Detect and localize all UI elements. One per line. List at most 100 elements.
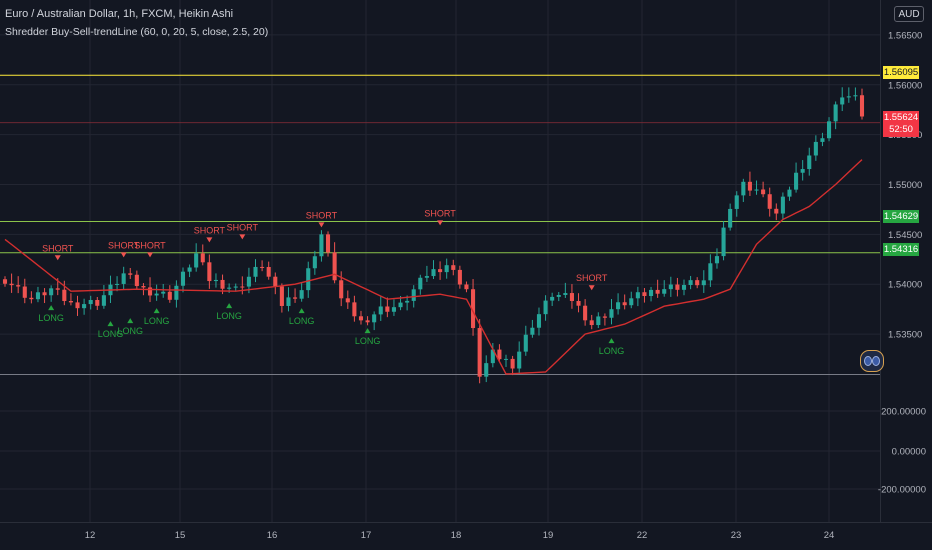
time-axis[interactable]: 12 15 16 17 18 19 22 23 24 [85, 530, 835, 541]
candle-body [312, 256, 317, 269]
candle-body [246, 276, 251, 287]
candle-body [207, 262, 212, 282]
time-tick-label: 23 [731, 530, 742, 541]
candle-body [484, 363, 489, 377]
candle-body [286, 297, 291, 306]
candle-body [227, 287, 232, 289]
candle-body [147, 287, 153, 296]
short-label: SHORT [134, 240, 166, 250]
time-tick-label: 22 [637, 530, 648, 541]
candle-body [438, 269, 443, 273]
candle-body [616, 302, 621, 310]
long-arrow [127, 318, 134, 324]
candle-body [444, 265, 449, 273]
candle-body [2, 279, 8, 284]
candle-body [418, 277, 423, 290]
short-arrow [239, 234, 246, 240]
candle-body [299, 290, 304, 299]
candle-body [325, 234, 331, 253]
candle-body [451, 265, 456, 270]
binoculars-icon[interactable] [860, 350, 884, 372]
candle-body [576, 300, 581, 306]
candle-body [807, 155, 812, 170]
candle-body [457, 269, 462, 285]
candle-body [154, 293, 159, 296]
grid-lines [0, 0, 932, 523]
candle-body [853, 95, 858, 97]
symbol-title[interactable]: Euro / Australian Dollar, 1h, FXCM, Heik… [5, 8, 234, 20]
candle-body [833, 104, 838, 122]
long-arrow [48, 305, 55, 311]
candle-body [306, 268, 311, 291]
candle-body [82, 304, 87, 309]
oscillator-axis: 200.00000 0.00000 -200.00000 [878, 407, 926, 496]
candle-body [681, 284, 687, 290]
candle-body [635, 292, 640, 299]
currency-button[interactable]: AUD [894, 6, 924, 22]
candle-body [523, 334, 528, 352]
candle-body [62, 289, 67, 301]
candle-body [365, 320, 370, 323]
candle-body [273, 276, 278, 287]
candle-body [695, 280, 700, 286]
candle-body [563, 293, 568, 295]
candle-body [431, 269, 436, 277]
candle-body [774, 208, 779, 214]
candle-body [121, 273, 126, 284]
price-tag-green-2: 1.54316 [883, 243, 919, 256]
candle-body [688, 280, 693, 285]
candle-body [16, 285, 21, 287]
candle-body [556, 294, 561, 297]
candle-body [352, 302, 357, 317]
short-arrow [437, 220, 444, 226]
candle-body [332, 252, 337, 281]
short-label: SHORT [194, 225, 226, 235]
candle-body [293, 297, 298, 299]
candle-body [29, 297, 34, 300]
indicator-label[interactable]: Shredder Buy-Sell-trendLine (60, 0, 20, … [5, 26, 269, 38]
price-tick-label: 1.54500 [888, 230, 922, 241]
short-arrow [206, 237, 213, 243]
candle-body [378, 306, 383, 315]
candle-body [649, 289, 654, 297]
candle-body [391, 307, 396, 312]
short-label: SHORT [576, 273, 608, 283]
short-label: SHORT [108, 240, 140, 250]
candle-body [167, 291, 172, 300]
short-arrow [588, 285, 595, 291]
long-label: LONG [38, 313, 64, 323]
time-tick-label: 18 [451, 530, 462, 541]
candle-body [708, 263, 713, 281]
candle-body [101, 295, 106, 306]
candles[interactable] [2, 87, 865, 384]
osc-tick-label: 0.00000 [892, 447, 926, 458]
candle-body [141, 286, 146, 288]
candle-body [253, 266, 258, 277]
candle-body [780, 196, 785, 214]
long-label: LONG [98, 329, 124, 339]
candle-body [75, 302, 80, 309]
price-tick-label: 1.53500 [888, 330, 922, 341]
candle-body [180, 271, 186, 286]
candle-body [55, 288, 60, 290]
candle-body [279, 286, 284, 306]
candle-body [49, 288, 54, 296]
candle-body [714, 256, 720, 264]
candle-body [115, 283, 120, 285]
candle-body [859, 95, 865, 117]
candle-body [826, 121, 832, 139]
candle-body [358, 316, 364, 321]
candle-body [471, 289, 476, 329]
candle-body [95, 299, 100, 306]
short-arrow [318, 222, 325, 228]
candle-body [187, 267, 192, 272]
long-arrow [298, 308, 305, 314]
time-tick-label: 24 [824, 530, 835, 541]
candle-body [517, 351, 522, 369]
candle-body [794, 172, 799, 190]
candle-body [405, 300, 410, 303]
long-arrow [608, 338, 615, 344]
osc-tick-label: 200.00000 [881, 407, 926, 418]
